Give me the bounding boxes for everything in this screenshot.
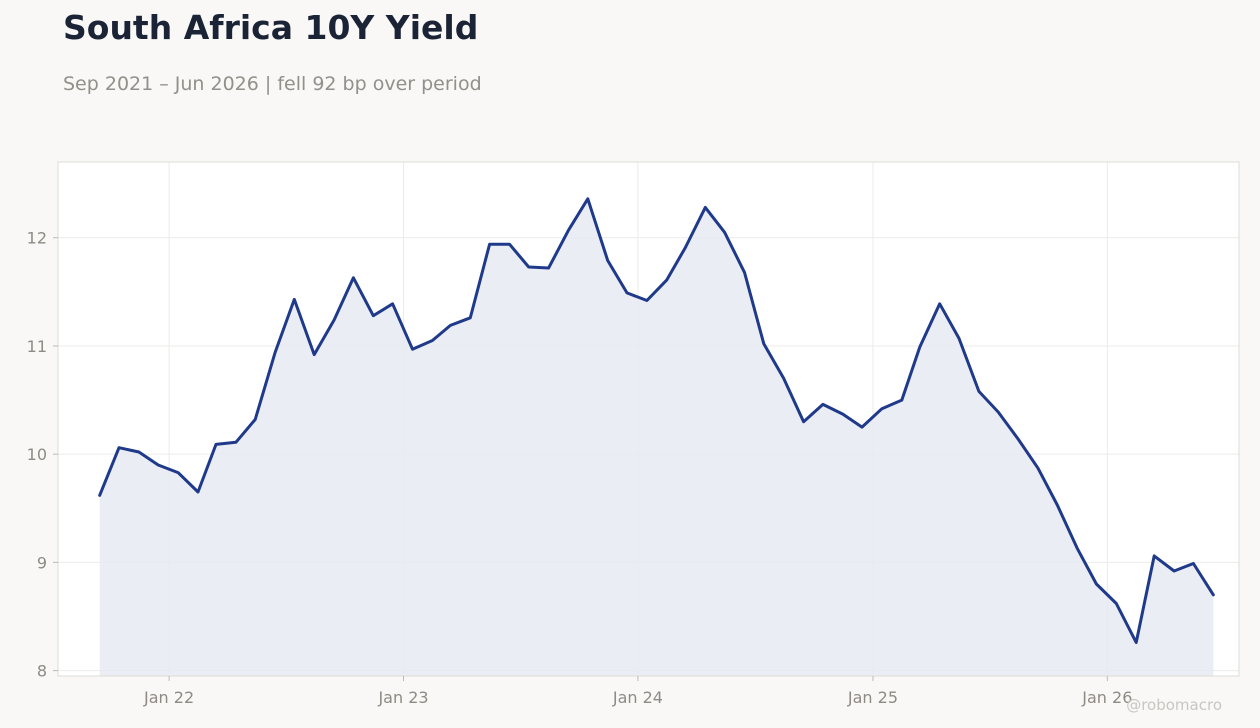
y-tick-label: 12 (27, 229, 47, 248)
y-tick-label: 8 (37, 662, 47, 681)
watermark: @robomacro (1126, 696, 1222, 714)
x-tick-label: Jan 23 (377, 688, 428, 707)
yield-area-fill (99, 198, 1214, 677)
x-tick-label: Jan 25 (847, 688, 898, 707)
x-axis: Jan 22 Jan 23 Jan 24 Jan 25 Jan 26 (143, 676, 1132, 707)
y-tick-label: 10 (27, 445, 47, 464)
y-axis: 8 9 10 11 12 (27, 229, 58, 681)
chart-title: South Africa 10Y Yield (63, 8, 479, 47)
yield-line (98, 197, 1215, 644)
y-tick-label: 11 (27, 337, 47, 356)
plot-border (57, 161, 1240, 677)
x-tick-label: Jan 22 (143, 688, 194, 707)
x-tick-label: Jan 24 (612, 688, 663, 707)
x-tick-label: Jan 26 (1081, 688, 1132, 707)
y-tick-label: 9 (37, 553, 47, 572)
chart-subtitle: Sep 2021 – Jun 2026 | fell 92 bp over pe… (63, 73, 482, 95)
